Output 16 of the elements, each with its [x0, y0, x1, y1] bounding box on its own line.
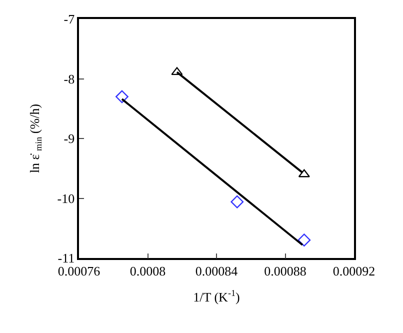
x-axis-title: 1/T (K$^{-1}$): [193, 288, 240, 304]
x-tick-label: 0.00084: [195, 263, 238, 278]
x-tick-label: 0.00092: [332, 263, 376, 278]
x-tick-label: 0.00088: [264, 263, 306, 278]
x-tick-label: 0.00076: [58, 263, 101, 278]
point: [298, 169, 310, 178]
x-tick-label: 0.0008: [130, 263, 166, 278]
y-tick-label: -8: [64, 71, 75, 86]
point: [298, 234, 311, 247]
point: [116, 90, 128, 104]
y-tick-label: -10: [57, 190, 75, 206]
y-tick-label: -11: [58, 250, 75, 266]
y-tick-label: -9: [64, 131, 75, 146]
point: [171, 67, 183, 76]
point: [230, 195, 244, 208]
y-tick-label: -7: [64, 12, 76, 27]
